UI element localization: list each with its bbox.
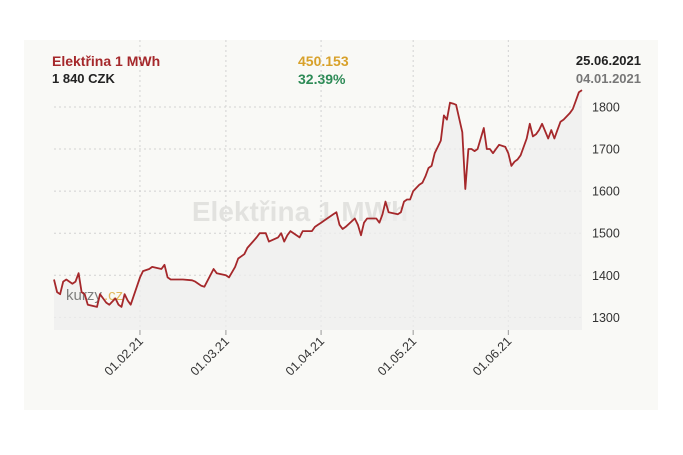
y-tick-label: 1500: [592, 227, 620, 241]
x-tick-label: 01.03.21: [188, 334, 232, 378]
area-fill: [54, 90, 582, 330]
logo-text-cz: .cz: [104, 287, 123, 304]
price-chart: Elektřina 1 MWh kurzy .cz 1300 1400 1500 16…: [53, 40, 620, 379]
y-tick-label: 1800: [592, 100, 620, 114]
y-tick-label: 1600: [592, 185, 620, 199]
change-absolute: 450.153: [298, 53, 349, 69]
current-price: 1 840 CZK: [52, 71, 115, 86]
instrument-title: Elektřina 1 MWh: [52, 53, 161, 69]
date-end: 25.06.2021: [575, 53, 641, 68]
price-line: [53, 89, 583, 308]
x-tick-label: 01.02.21: [102, 334, 146, 378]
change-percent: 32.39%: [298, 71, 346, 87]
x-axis-ticks: 01.02.21 01.03.21 01.04.21 01.05.21 01.06.21: [102, 330, 514, 379]
chart-card: Elektřina 1 MWh 1 840 CZK 450.153 32.39%…: [24, 40, 658, 410]
y-tick-label: 1300: [592, 311, 620, 325]
y-tick-label: 1400: [592, 269, 620, 283]
y-axis-ticks: 1300 1400 1500 1600 1700 1800: [592, 100, 620, 324]
date-start: 04.01.2021: [575, 71, 641, 86]
x-tick-label: 01.06.21: [470, 334, 514, 378]
kurzy-logo: kurzy .cz: [66, 287, 123, 304]
x-tick-label: 01.04.21: [283, 334, 327, 378]
y-tick-label: 1700: [592, 143, 620, 157]
x-tick-label: 01.05.21: [375, 334, 419, 378]
